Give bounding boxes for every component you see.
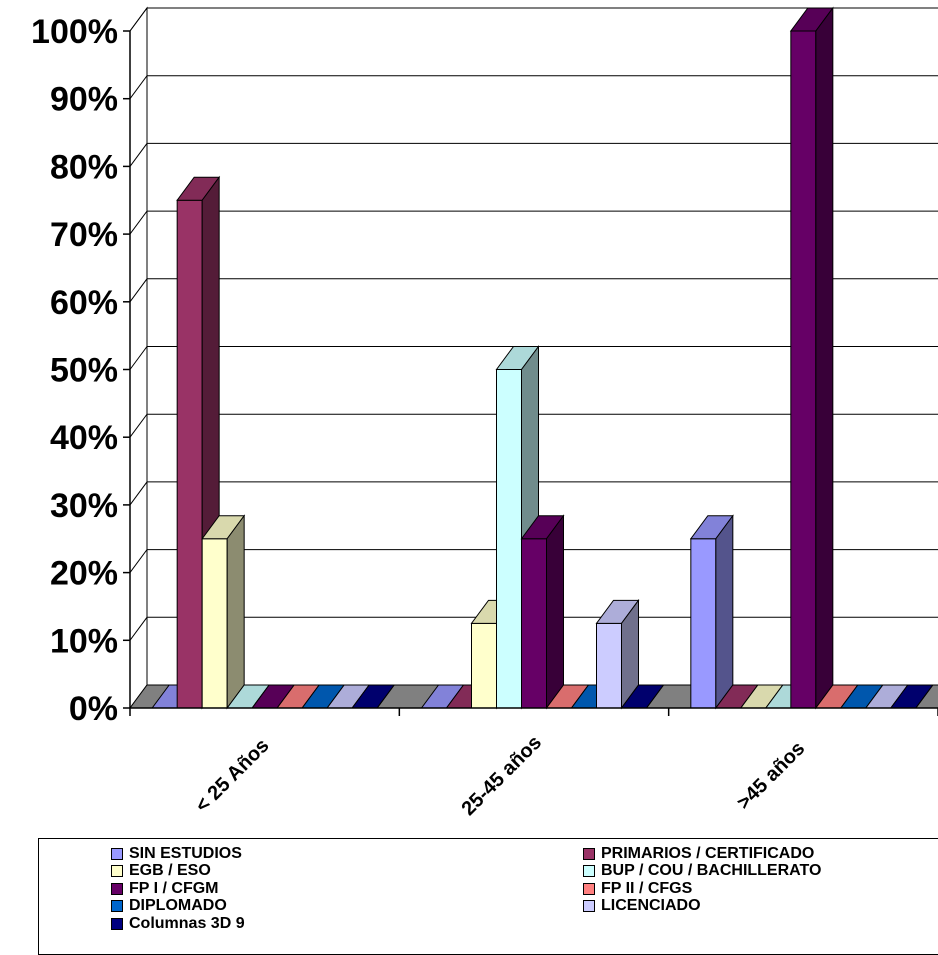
- bar-front: [471, 622, 497, 709]
- legend-item: DIPLOMADO: [111, 897, 227, 915]
- legend-label: LICENCIADO: [601, 897, 701, 914]
- legend-item: BUP / COU / BACHILLERATO: [583, 862, 822, 880]
- bar: [201, 514, 246, 710]
- y-tick-label: 80%: [50, 148, 118, 186]
- legend-label: FP II / CFGS: [601, 879, 693, 897]
- bar: [789, 6, 834, 710]
- y-tick-label: 90%: [50, 81, 118, 119]
- legend-item: EGB / ESO: [111, 862, 211, 880]
- x-tick-label: >45 años: [733, 738, 809, 814]
- legend-swatch: [111, 847, 123, 860]
- chart-bars: [151, 6, 934, 710]
- gridline: [129, 616, 938, 641]
- y-tick-label: 40%: [50, 419, 118, 457]
- legend-item: Columnas 3D 9: [111, 915, 245, 932]
- bar-side: [376, 684, 395, 709]
- legend-item: FP I / CFGM: [111, 880, 218, 897]
- bar-front: [201, 538, 228, 709]
- legend-label: FP I / CFGM: [129, 879, 219, 897]
- bar-side: [815, 6, 834, 710]
- gridline: [129, 413, 938, 438]
- x-axis: < 25 Años 25-45 años >45 años: [129, 707, 938, 820]
- legend-item: SIN ESTUDIOS: [111, 845, 242, 862]
- bar-front: [790, 30, 817, 709]
- y-tick-label: 50%: [50, 352, 118, 390]
- bar-side: [915, 684, 934, 709]
- y-tick-label: 10%: [50, 622, 118, 660]
- legend-swatch: [111, 865, 123, 877]
- legend-swatch: [111, 900, 123, 912]
- gridline: [129, 346, 938, 370]
- gridline: [129, 278, 938, 303]
- y-tick-label: 0%: [69, 690, 118, 728]
- legend-label: SIN ESTUDIOS: [129, 844, 242, 862]
- legend-label: Columnas 3D 9: [129, 914, 245, 932]
- gridline: [129, 210, 938, 235]
- bar: [689, 514, 734, 710]
- bar-side: [646, 684, 664, 709]
- bar-front: [596, 622, 622, 709]
- gridline: [129, 142, 938, 167]
- x-tick-label: 25-45 años: [457, 731, 546, 820]
- legend-label: BUP / COU / BACHILLERATO: [601, 862, 822, 879]
- legend-swatch: [583, 865, 595, 877]
- gridline: [129, 75, 938, 99]
- y-tick-label: 70%: [50, 216, 118, 254]
- bar: [595, 598, 640, 710]
- legend-label: EGB / ESO: [129, 862, 211, 879]
- legend: SIN ESTUDIOS PRIMARIOS / CERTIFICADO EGB /…: [38, 838, 938, 955]
- gridline: [129, 7, 938, 32]
- x-tick-label: < 25 Años: [191, 735, 273, 817]
- bar-side: [226, 514, 245, 710]
- gridline: [129, 481, 938, 506]
- legend-item: FP II / CFGS: [583, 880, 692, 897]
- bar-front: [496, 369, 522, 709]
- bar: [176, 175, 221, 710]
- bar-side: [715, 514, 734, 710]
- legend-swatch: [583, 847, 595, 860]
- legend-item: PRIMARIOS / CERTIFICADO: [583, 845, 814, 862]
- legend-item: LICENCIADO: [583, 897, 701, 915]
- y-axis: 0% 10% 20% 30% 40% 50% 60% 70% 80% 90% 100%: [31, 13, 131, 728]
- gridline: [129, 549, 938, 573]
- legend-swatch: [583, 882, 595, 895]
- y-tick-label: 30%: [50, 487, 118, 525]
- bar-front: [690, 538, 717, 709]
- legend-swatch: [111, 882, 123, 895]
- bar-front: [176, 199, 203, 709]
- y-tick-label: 100%: [31, 13, 118, 51]
- bar-front: [521, 538, 547, 709]
- legend-swatch: [583, 900, 595, 912]
- bar: [520, 514, 565, 710]
- y-tick-label: 20%: [50, 555, 118, 593]
- chart: 0% 10% 20% 30% 40% 50% 60% 70% 80% 90% 100% < 25 A…: [31, 6, 938, 820]
- legend-label: PRIMARIOS / CERTIFICADO: [601, 844, 815, 862]
- legend-label: DIPLOMADO: [129, 897, 227, 914]
- y-tick-label: 60%: [50, 284, 118, 322]
- legend-swatch: [111, 917, 123, 930]
- bar-side: [546, 514, 564, 710]
